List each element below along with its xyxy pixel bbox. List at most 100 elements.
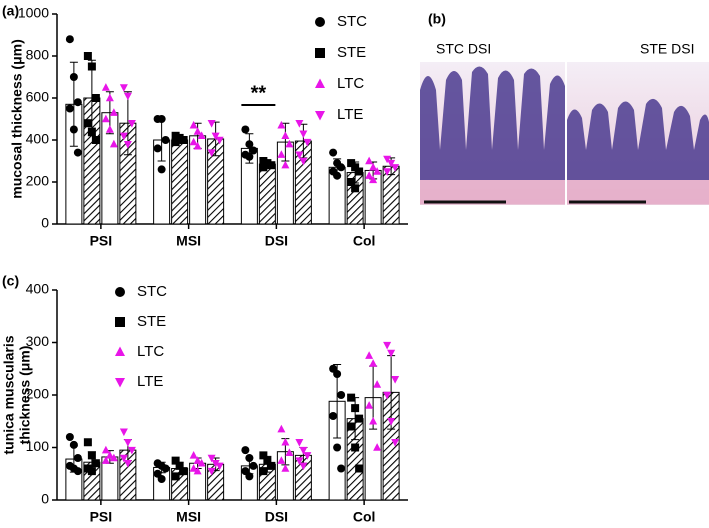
data-point xyxy=(285,448,294,456)
data-point xyxy=(351,404,360,413)
submucosa xyxy=(567,180,709,204)
data-point xyxy=(391,439,400,447)
data-point xyxy=(91,136,100,144)
data-point xyxy=(109,139,118,148)
data-point xyxy=(387,418,396,426)
legend-label: LTE xyxy=(137,373,163,390)
data-point xyxy=(295,151,304,160)
data-point xyxy=(299,130,308,139)
villi xyxy=(420,66,565,180)
data-point xyxy=(299,157,308,166)
data-point xyxy=(383,155,392,164)
data-point xyxy=(347,393,356,402)
legend-label: LTC xyxy=(337,75,364,92)
data-point xyxy=(83,52,92,60)
data-point xyxy=(299,446,308,455)
data-point xyxy=(365,351,374,359)
data-point xyxy=(123,92,132,101)
data-point xyxy=(161,464,170,473)
data-point xyxy=(245,140,254,149)
x-tick-label: Col xyxy=(353,509,376,525)
data-point xyxy=(337,163,346,172)
y-tick-label: 200 xyxy=(26,386,50,402)
data-point xyxy=(73,454,82,462)
data-point xyxy=(259,163,268,172)
data-point xyxy=(373,167,382,175)
data-point xyxy=(259,467,268,476)
x-tick-label: MSI xyxy=(176,509,201,525)
data-point xyxy=(197,458,206,467)
data-point xyxy=(295,120,304,128)
y-tick-label: 300 xyxy=(26,333,50,349)
data-point xyxy=(281,160,290,169)
data-point xyxy=(157,475,166,483)
image-caption: STE DSI xyxy=(640,41,694,57)
data-point xyxy=(127,120,136,128)
data-point xyxy=(241,125,250,134)
data-point xyxy=(267,161,276,170)
legend-label: LTC xyxy=(137,343,164,360)
data-point xyxy=(365,156,374,165)
legend-marker xyxy=(315,17,325,27)
data-point xyxy=(119,132,128,141)
data-point xyxy=(207,149,216,157)
data-point xyxy=(83,119,92,128)
data-point xyxy=(73,98,82,107)
data-point xyxy=(101,445,110,454)
data-point xyxy=(101,114,110,123)
data-point xyxy=(91,94,100,102)
data-point xyxy=(383,391,392,400)
data-point xyxy=(365,171,374,179)
data-point xyxy=(105,93,114,102)
legend-marker xyxy=(315,48,325,58)
y-tick-label: 800 xyxy=(26,47,50,63)
data-point xyxy=(303,452,312,460)
data-point xyxy=(207,454,216,463)
data-point xyxy=(127,446,136,455)
data-point xyxy=(123,141,132,149)
data-point xyxy=(355,464,364,473)
data-point xyxy=(277,120,286,129)
data-point xyxy=(69,73,78,81)
data-point xyxy=(207,120,216,128)
data-point xyxy=(355,414,364,423)
data-point xyxy=(387,159,396,168)
data-point xyxy=(65,433,74,441)
data-point xyxy=(391,376,400,384)
data-point xyxy=(369,359,378,367)
data-point xyxy=(171,472,180,481)
legend-marker xyxy=(315,78,325,88)
data-point xyxy=(73,467,82,476)
y-tick-label: 100 xyxy=(26,438,50,454)
data-point xyxy=(347,178,356,186)
data-point xyxy=(161,136,170,144)
x-tick-label: Col xyxy=(353,233,376,249)
data-point xyxy=(333,443,342,452)
data-point xyxy=(295,457,304,466)
image-caption: STC DSI xyxy=(436,41,491,57)
data-point xyxy=(65,104,74,113)
data-point xyxy=(157,165,166,174)
legend-marker xyxy=(115,287,125,297)
data-point xyxy=(369,416,378,425)
data-point xyxy=(87,62,96,71)
data-point xyxy=(299,462,308,471)
data-point xyxy=(267,461,276,470)
data-point xyxy=(193,466,202,475)
panel-label: (b) xyxy=(428,11,446,27)
data-point xyxy=(105,125,114,133)
data-point xyxy=(337,464,346,473)
data-point xyxy=(189,464,198,472)
data-point xyxy=(123,460,132,468)
data-point xyxy=(245,454,254,462)
data-point xyxy=(105,450,114,459)
data-point xyxy=(109,453,118,462)
data-point xyxy=(171,138,180,147)
bar xyxy=(258,163,276,225)
legend-label: STE xyxy=(337,44,366,61)
data-point xyxy=(369,175,378,184)
data-point xyxy=(241,446,250,455)
y-tick-label: 0 xyxy=(41,491,49,507)
x-tick-label: DSI xyxy=(265,233,288,249)
